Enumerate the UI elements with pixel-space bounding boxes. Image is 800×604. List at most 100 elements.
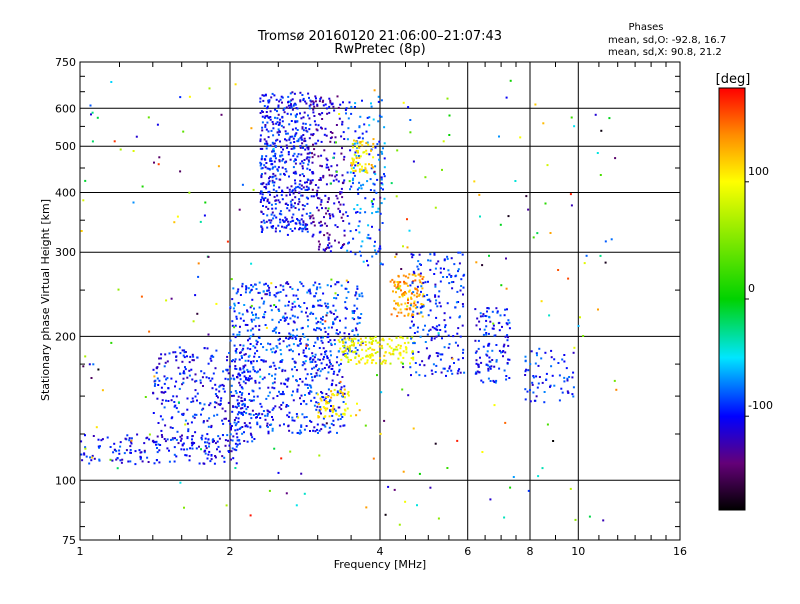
data-point [156,366,159,369]
data-point [334,343,336,346]
data-point [364,163,367,166]
data-point [356,188,359,191]
data-point [399,308,402,311]
data-point [383,359,386,362]
data-point [101,389,104,392]
data-point [356,211,359,213]
data-point [288,191,291,194]
data-point [197,262,200,265]
data-point [536,386,539,389]
data-point [272,361,275,364]
data-point [412,291,415,294]
data-point [283,423,285,426]
data-point [422,281,425,284]
data-point [423,295,426,298]
data-point [372,182,375,185]
data-point [227,439,229,442]
data-point [272,188,275,191]
data-point [338,370,341,373]
data-point [134,450,137,453]
data-point [91,456,94,459]
data-point [274,154,276,157]
data-point [306,344,309,347]
data-point [396,285,399,288]
data-point [405,292,408,295]
data-point [115,450,118,453]
data-point [411,256,414,259]
data-point [507,358,510,361]
data-point [397,283,400,286]
data-point [372,198,375,201]
data-point [152,439,155,442]
data-point [361,295,364,298]
data-point [346,347,349,350]
data-point [226,359,228,362]
data-point [398,523,401,526]
data-point [230,384,233,387]
data-point [502,345,505,348]
data-point [352,344,355,347]
data-point [321,112,324,115]
data-point [250,318,253,321]
data-point [206,347,209,350]
data-point [282,126,285,129]
data-point [269,343,272,346]
data-point [200,370,203,373]
data-point [424,374,427,377]
data-point [474,308,477,311]
data-point [403,282,406,285]
data-point [264,166,267,169]
data-point [269,144,272,147]
data-point [175,455,178,458]
data-point [287,415,290,418]
data-point [272,407,275,410]
data-point [263,116,266,119]
data-point [307,148,310,151]
data-point [356,146,358,149]
data-point [279,154,282,157]
point-cluster [259,91,312,233]
data-point [268,190,271,193]
data-point [373,348,376,351]
data-point [343,396,346,399]
data-point [267,136,270,139]
point-cluster [344,95,386,267]
data-point [306,188,309,191]
data-point [274,327,277,330]
data-point [493,365,496,368]
data-point [241,282,244,285]
data-point [615,388,618,391]
data-point [259,147,262,150]
data-point [231,447,234,450]
data-point [358,181,361,184]
data-point [329,101,332,104]
data-point [428,298,431,301]
data-point [280,213,283,216]
data-point [170,399,173,402]
data-point [156,123,159,126]
data-point [309,292,312,295]
data-point [571,376,574,379]
data-point [570,116,573,119]
data-point [514,180,517,182]
data-point [286,186,289,189]
data-point [230,458,232,461]
data-point [236,376,238,378]
data-point [275,345,278,348]
data-point [284,318,287,321]
data-point [356,285,359,288]
data-point [339,418,342,420]
data-point [410,314,413,317]
data-point [434,302,437,305]
data-point [305,416,308,418]
data-point [367,264,370,267]
data-point [326,112,329,115]
data-point [379,432,382,435]
data-point [277,339,280,342]
data-point [529,363,532,366]
data-point [452,281,455,283]
data-point [257,317,260,320]
data-point [405,351,408,354]
data-point [309,384,312,387]
data-point [290,106,293,109]
